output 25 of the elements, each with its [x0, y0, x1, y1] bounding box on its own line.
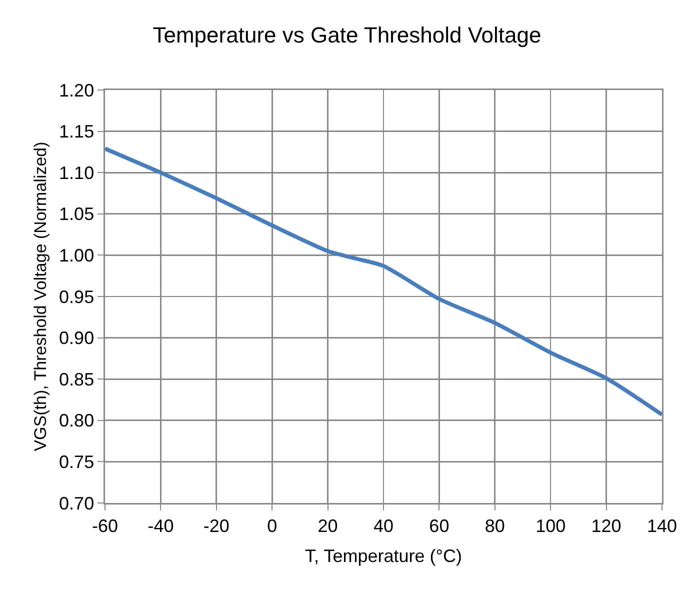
x-tick-label: 120: [591, 516, 622, 536]
y-tick-label: 1.20: [59, 80, 94, 100]
y-tick-label: 0.75: [59, 452, 94, 472]
x-tick-label: -20: [203, 516, 230, 536]
y-tick-label: 0.95: [59, 286, 94, 307]
y-axis-title: VGS(th), Threshold Voltage (Normalized): [30, 142, 50, 452]
x-tick-label: 80: [484, 516, 505, 536]
y-tick-label: 0.80: [59, 410, 94, 431]
x-tick-label: 60: [429, 516, 450, 536]
y-tick-label: 0.70: [59, 493, 94, 514]
x-tick-label: 0: [267, 516, 278, 536]
x-tick-label: 20: [318, 516, 338, 536]
x-tick-label: -40: [148, 516, 174, 536]
x-tick-label: -60: [92, 516, 118, 536]
y-tick-label: 1.05: [59, 204, 94, 224]
y-tick-label: 1.00: [59, 246, 94, 266]
chart-title: Temperature vs Gate Threshold Voltage: [152, 22, 542, 48]
x-tick-label: 140: [646, 516, 678, 536]
y-tick-label: 1.15: [59, 122, 94, 142]
y-tick-label: 0.90: [59, 328, 94, 348]
x-axis-title: T, Temperature (°C): [305, 546, 462, 566]
x-tick-label: 100: [536, 516, 566, 536]
y-tick-label: 0.85: [59, 369, 94, 390]
y-tick-label: 1.10: [59, 162, 94, 183]
x-tick-label: 40: [373, 516, 394, 536]
